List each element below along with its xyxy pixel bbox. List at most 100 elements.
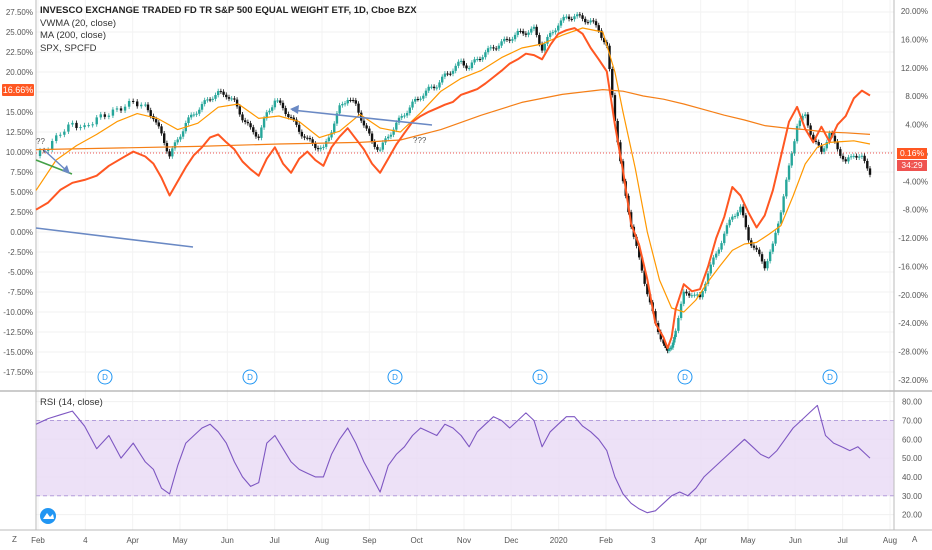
right-tick-label: 12.00% [901, 64, 928, 73]
candle-body [717, 249, 721, 254]
candle-body [346, 100, 349, 104]
candle-body [333, 123, 336, 133]
right-tick-label: 8.00% [905, 92, 928, 101]
candle-body [254, 132, 258, 137]
candle-body [602, 37, 606, 43]
candle-body [446, 73, 449, 75]
candle-body [858, 156, 861, 158]
candle-body [206, 99, 209, 101]
candle-body [362, 120, 366, 126]
candle-body [670, 347, 673, 349]
candle-body [787, 165, 791, 180]
candle-body [728, 219, 731, 226]
candle-body [667, 349, 671, 351]
candle-body [411, 101, 414, 108]
rsi-band [36, 420, 894, 496]
candle-body [55, 135, 58, 142]
candle-body [844, 159, 847, 162]
candle-body [768, 251, 772, 262]
series-lines [35, 27, 871, 514]
x-tick-label: Jul [838, 536, 848, 545]
candle-body [451, 70, 455, 74]
candle-body [562, 16, 565, 21]
rsi-tick-label: 70.00 [902, 416, 923, 425]
candle-body [646, 283, 649, 295]
candle-body [370, 133, 374, 142]
dividend-marker [822, 369, 838, 385]
candle-body [500, 41, 503, 46]
candle-body [704, 283, 707, 292]
candle-body [300, 131, 304, 137]
trendlines[interactable] [35, 105, 433, 248]
candle-body [836, 141, 839, 150]
left-axis[interactable]: 27.50%25.00%22.50%20.00%17.50%15.00%12.5… [3, 8, 33, 377]
candle-body [454, 65, 457, 71]
candle-body [540, 44, 544, 51]
candle-body [731, 216, 734, 220]
candle-body [279, 100, 282, 103]
x-tick-label: Aug [883, 536, 897, 545]
candle-body [408, 107, 412, 114]
candle-body [252, 127, 255, 133]
candle-body [123, 106, 127, 111]
candle-body [144, 104, 147, 106]
candle-body [565, 16, 568, 18]
right-tick-label: -32.00% [898, 376, 928, 385]
candle-body [766, 261, 769, 269]
left-tick-label: 5.00% [10, 188, 33, 197]
candle-body [852, 155, 856, 157]
candle-body [538, 35, 541, 45]
candle-body [438, 82, 441, 88]
x-tick-label: Aug [315, 536, 329, 545]
candle-body [747, 227, 750, 241]
candle-body [373, 141, 376, 147]
candle-body [419, 98, 422, 100]
candle-body [484, 52, 487, 58]
candle-body [701, 291, 704, 298]
left-tick-label: 0.00% [10, 228, 33, 237]
candle-body [741, 206, 745, 216]
candle-body [868, 168, 872, 175]
dividend-marker [532, 369, 548, 385]
candle-body [616, 121, 619, 143]
tradingview-logo[interactable] [40, 508, 56, 524]
candle-body [543, 43, 546, 51]
rsi-tick-label: 80.00 [902, 398, 923, 407]
dividend-marker-label: D [827, 373, 833, 382]
candle-body [203, 100, 206, 105]
candle-body [295, 119, 298, 125]
candle-body [785, 179, 788, 197]
rsi-legend: RSI (14, close) [40, 397, 103, 408]
corner-left-label[interactable]: Z [12, 535, 17, 544]
candle-body [392, 129, 395, 135]
candle-body [414, 98, 417, 102]
time-axis[interactable]: Feb 4 Apr May Jun Jul Aug Sep Oct Nov Dec 2020 Feb 3 A… [31, 536, 897, 545]
candle-body [611, 69, 614, 96]
rsi-tick-label: 30.00 [902, 492, 923, 501]
candle-body [324, 141, 328, 147]
corner-right-label[interactable]: A [912, 535, 918, 544]
candle-body [427, 86, 430, 91]
candle-body [222, 91, 225, 95]
right-axis[interactable]: 20.00%16.00%12.00%8.00%4.00%0.00%-4.00%-… [898, 7, 928, 385]
right-tick-label: 4.00% [905, 121, 928, 130]
candle-body [723, 233, 726, 244]
rsi-tick-label: 50.00 [902, 454, 923, 463]
candle-body [804, 114, 807, 116]
left-tick-label: 20.00% [6, 68, 33, 77]
candle-body [758, 249, 761, 255]
candle-body [465, 65, 468, 69]
candle-body [841, 155, 845, 160]
candle-body [189, 114, 193, 118]
candle-body [839, 149, 842, 156]
candle-body [227, 97, 231, 99]
left-tick-label: 12.50% [6, 128, 33, 137]
right-last-value-badge: 0.16% [897, 148, 927, 159]
candle-body [289, 117, 293, 119]
candle-body [381, 142, 385, 150]
candle-body [554, 30, 557, 33]
rsi-axis[interactable]: 80.00 70.00 60.00 50.00 40.00 30.00 20.00 [902, 398, 923, 520]
candle-body [154, 119, 158, 123]
